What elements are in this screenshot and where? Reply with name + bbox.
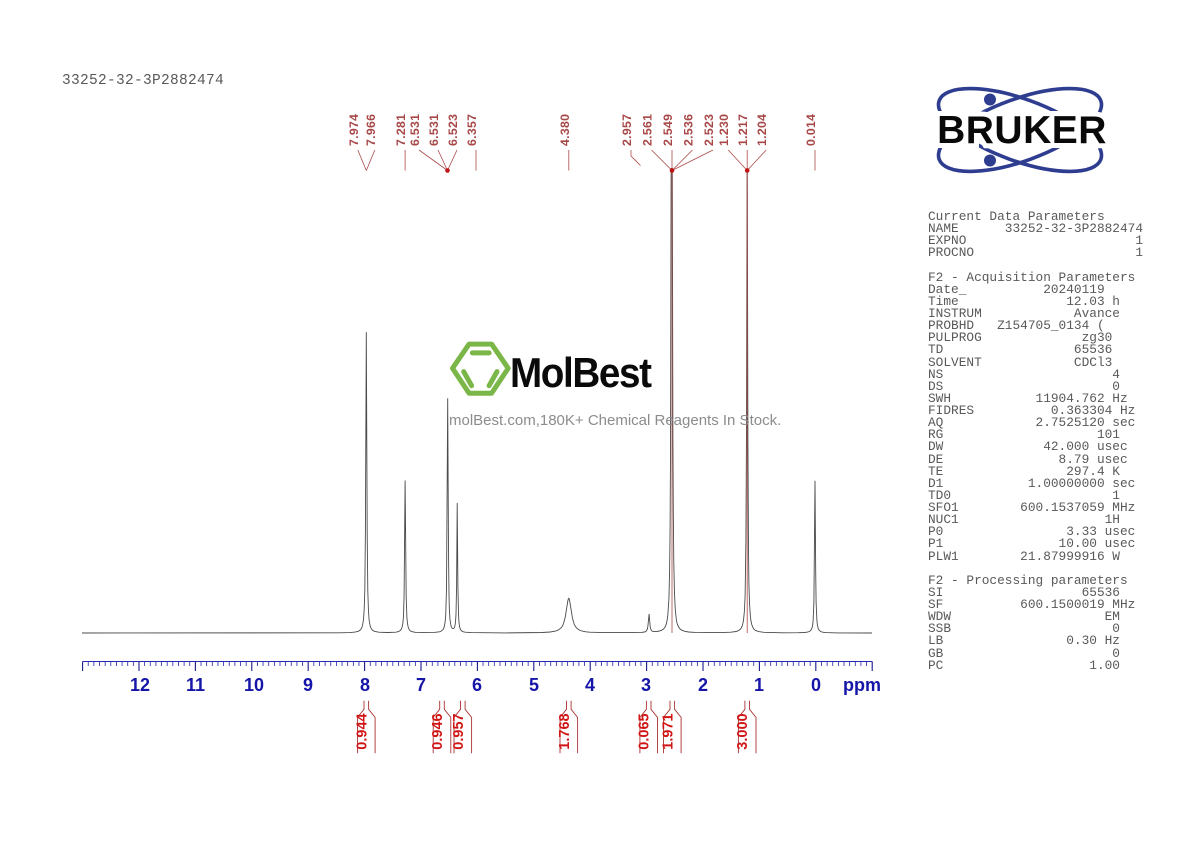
svg-text:0.957: 0.957: [451, 713, 467, 749]
svg-text:1.971: 1.971: [660, 713, 676, 749]
svg-text:1.768: 1.768: [557, 713, 573, 749]
svg-text:0.946: 0.946: [430, 713, 446, 749]
svg-text:0.065: 0.065: [637, 713, 653, 749]
svg-text:3.000: 3.000: [735, 713, 751, 749]
svg-text:0.944: 0.944: [354, 713, 370, 749]
